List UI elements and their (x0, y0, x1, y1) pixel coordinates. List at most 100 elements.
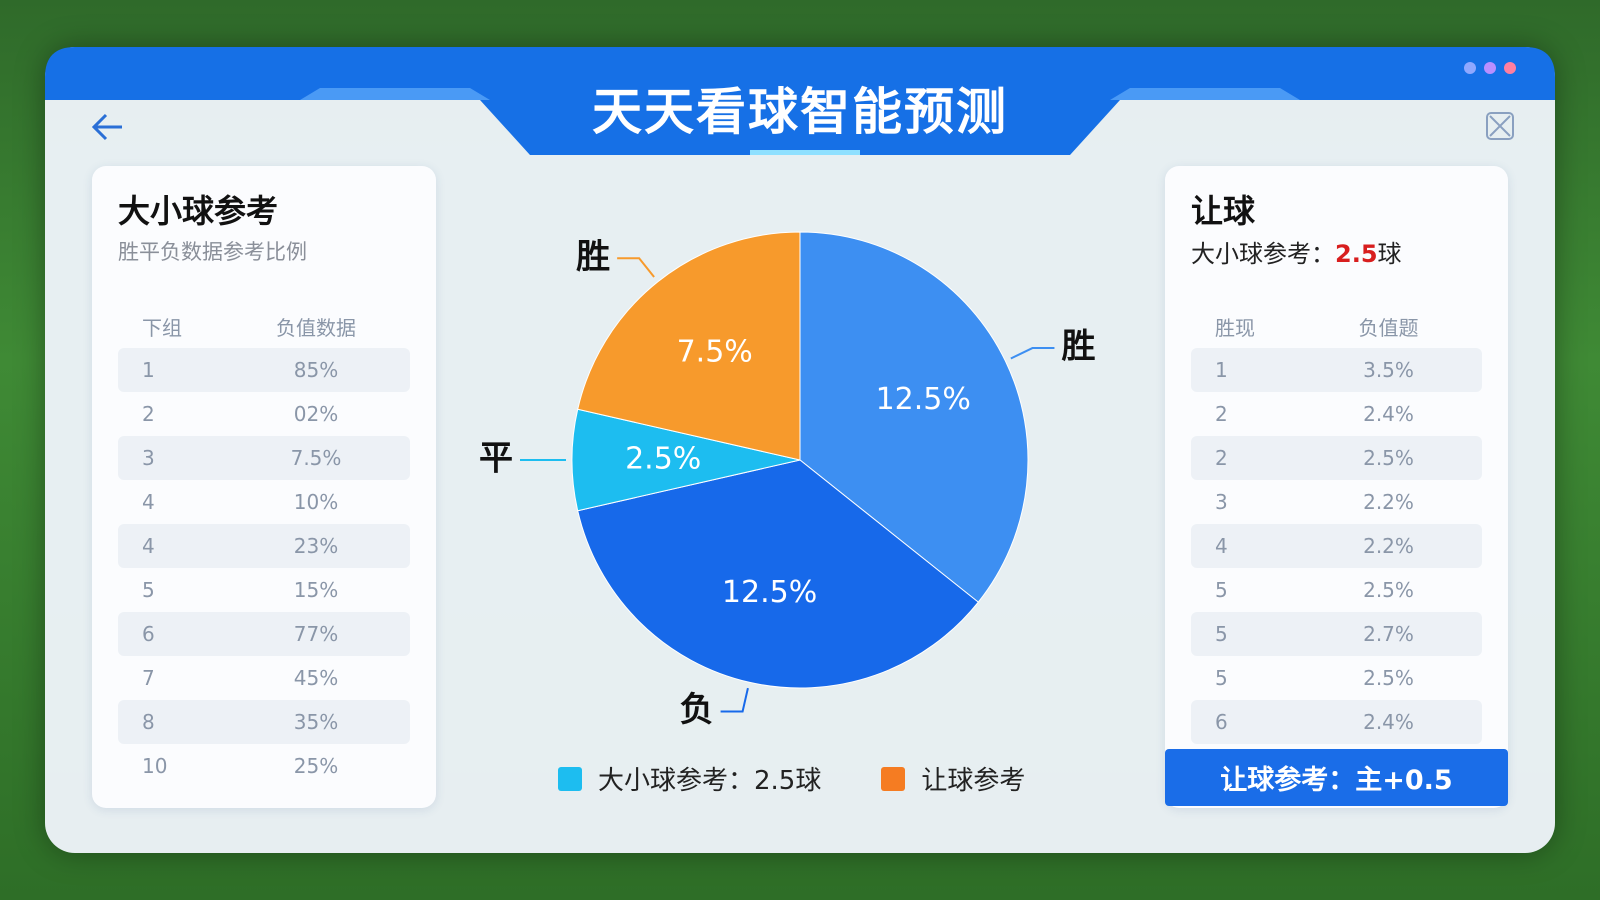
table-row: 4 2.2% (1191, 524, 1482, 568)
pie-slice (571, 408, 801, 512)
table-cell: 2 (142, 402, 155, 426)
slice-value-label: 2.5% (625, 442, 701, 477)
table-header: 下组 负值数据 (118, 304, 410, 348)
table-cell: 10% (293, 490, 339, 514)
table-row: 2 2.5% (1191, 436, 1482, 480)
table-cell: 5 (1215, 666, 1228, 690)
leader-line (1010, 347, 1055, 360)
table-row: 2 2.4% (1191, 392, 1482, 436)
table-row: 1 85% (118, 348, 410, 392)
table-cell: 7.5% (290, 446, 342, 470)
header-title: 天天看球智能预测 (592, 83, 1008, 141)
panel-title: 让球 (1191, 192, 1256, 230)
table-cell: 5 (1215, 578, 1228, 602)
table-cell: 2.5% (1363, 578, 1414, 602)
table-row: 2 02% (118, 392, 410, 436)
table: 下组 负值数据 1 85% 2 02% 3 7.5% 4 10% 4 23% 5 15% 6 77% 7 45% 8… (118, 304, 410, 788)
slice-category-label: 胜 (576, 237, 610, 277)
table-cell: 1 (142, 358, 155, 382)
table-cell: 10 (142, 754, 168, 778)
table-cell: 8 (142, 710, 155, 734)
table-cell: 3 (142, 446, 155, 470)
table-cell: 6 (142, 622, 155, 646)
table-cell: 5 (1215, 622, 1228, 646)
close-button[interactable] (1486, 112, 1514, 140)
table-cell: 3.5% (1363, 358, 1414, 382)
table-cell: 15% (293, 578, 339, 602)
pie-slice (577, 231, 801, 461)
slice-value-label: 7.5% (677, 335, 753, 370)
table-cell: 25% (293, 754, 339, 778)
table-cell: 2.2% (1363, 490, 1414, 514)
dot (1484, 62, 1496, 74)
header-cell: 负值题 (1358, 315, 1419, 340)
header-cell: 负值数据 (276, 315, 356, 340)
table-cell: 3 (1215, 490, 1228, 514)
table-cell: 4 (1215, 534, 1228, 558)
table-cell: 2 (1215, 402, 1228, 426)
header-cell: 胜现 (1215, 315, 1255, 340)
handicap-button[interactable]: 让球参考：主+0.5 (1165, 749, 1508, 806)
table-cell: 2 (1215, 446, 1228, 470)
table-row: 8 35% (118, 700, 410, 744)
slice-category-label: 平 (479, 439, 513, 479)
table-row: 5 2.5% (1191, 568, 1482, 612)
table-cell: 1 (1215, 358, 1228, 382)
header-cell: 下组 (142, 315, 182, 340)
table-cell: 85% (293, 358, 339, 382)
subtitle-unit: 球 (1377, 240, 1402, 268)
legend-label: 让球参考 (921, 766, 1026, 796)
pie-slice (577, 459, 979, 689)
table-cell: 2.4% (1363, 710, 1414, 734)
table-header: 胜现 负值题 (1191, 304, 1482, 348)
table-cell: 7 (142, 666, 155, 690)
table-cell: 4 (142, 490, 155, 514)
panel-title: 大小球参考 (118, 192, 279, 230)
table-row: 3 7.5% (118, 436, 410, 480)
slice-value-label: 12.5% (876, 382, 971, 417)
back-button[interactable] (91, 113, 122, 141)
right-panel: 让球 大小球参考：2.5球 胜现 负值题 1 3.5% 2 2.4% 2 2.5% 3 2.2% 4… (1165, 166, 1508, 808)
legend-swatch (558, 766, 582, 791)
panel-subtitle: 大小球参考：2.5球 (1191, 234, 1402, 269)
table-row: 10 25% (118, 744, 410, 788)
dot (1504, 62, 1516, 74)
table-row: 5 2.5% (1191, 656, 1482, 700)
table-cell: 77% (293, 622, 339, 646)
header-glow (750, 150, 860, 155)
slice-category-label: 胜 (1061, 327, 1095, 367)
left-panel: 大小球参考 胜平负数据参考比例 下组 负值数据 1 85% 2 02% 3 7.5% 4 10% 4… (92, 166, 436, 808)
table-cell: 35% (293, 710, 339, 734)
table-row: 5 15% (118, 568, 410, 612)
legend-label: 大小球参考：2.5球 (598, 766, 822, 796)
table-row: 4 10% (118, 480, 410, 524)
slice-value-label: 12.5% (722, 575, 817, 610)
table-cell: 2.2% (1363, 534, 1414, 558)
dot (1464, 62, 1476, 74)
legend-swatch (881, 766, 906, 791)
pie-chart: 12.5% 胜 12.5% 负 2.5% 平 7.5% 胜 (479, 231, 1095, 730)
leader-line (617, 257, 655, 278)
table-row: 6 2.4% (1191, 700, 1482, 744)
slice-category-label: 负 (680, 690, 714, 730)
table-cell: 2.5% (1363, 666, 1414, 690)
table-cell: 2.5% (1363, 446, 1414, 470)
leader-line (720, 687, 749, 713)
header-stripe (300, 88, 1300, 100)
table-cell: 02% (293, 402, 339, 426)
table-row: 6 77% (118, 612, 410, 656)
table-cell: 6 (1215, 710, 1228, 734)
panel-subtitle: 胜平负数据参考比例 (118, 240, 307, 264)
header-bar (45, 47, 1555, 155)
table-cell: 2.7% (1363, 622, 1414, 646)
subtitle-value: 2.5 (1335, 240, 1378, 268)
subtitle-text: 大小球参考： (1191, 240, 1335, 268)
legend-item: 大小球参考：2.5球 (558, 760, 821, 797)
table-row: 4 23% (118, 524, 410, 568)
table: 胜现 负值题 1 3.5% 2 2.4% 2 2.5% 3 2.2% 4 2.2% 5 2.5% 5 2.7%… (1191, 304, 1482, 744)
table-cell: 5 (142, 578, 155, 602)
legend: 大小球参考：2.5球 让球参考 (558, 760, 1025, 797)
table-row: 1 3.5% (1191, 348, 1482, 392)
